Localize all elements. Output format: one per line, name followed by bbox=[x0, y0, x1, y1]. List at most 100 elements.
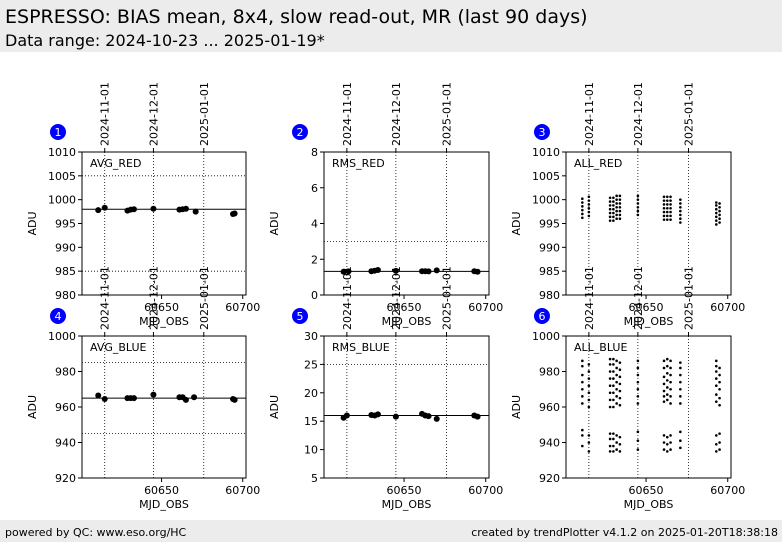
y-axis-label: ADU bbox=[268, 211, 281, 235]
data-point bbox=[618, 202, 622, 205]
data-point bbox=[615, 441, 618, 444]
data-point bbox=[608, 444, 612, 448]
data-point bbox=[718, 213, 721, 217]
data-point bbox=[182, 396, 189, 403]
data-point bbox=[587, 384, 591, 388]
data-point bbox=[679, 205, 682, 209]
chart-panel-2: 2024-11-01 2024-12-01 2025-01-01 0 2 4 6 8 60650… bbox=[268, 82, 503, 328]
data-point bbox=[714, 370, 718, 373]
data-point bbox=[714, 364, 718, 368]
data-point bbox=[608, 204, 612, 207]
data-point bbox=[612, 357, 615, 361]
panel-number-badge bbox=[534, 124, 550, 140]
date-tick-label: 2024-11-01 bbox=[99, 266, 112, 330]
data-point bbox=[618, 389, 622, 393]
data-point bbox=[581, 201, 584, 204]
y-tick-label: 940 bbox=[539, 437, 560, 450]
x-tick-label: 60700 bbox=[225, 301, 260, 314]
y-tick-label: 1000 bbox=[48, 194, 76, 207]
data-point bbox=[150, 391, 157, 398]
data-point bbox=[679, 217, 682, 221]
date-tick-label: 2024-12-01 bbox=[147, 266, 160, 330]
data-point bbox=[587, 391, 591, 395]
y-tick-label: 8 bbox=[311, 146, 318, 159]
data-point bbox=[662, 195, 666, 199]
data-point bbox=[718, 387, 721, 391]
data-point bbox=[669, 195, 672, 199]
date-tick-label: 2024-11-01 bbox=[341, 82, 354, 146]
data-point bbox=[662, 206, 666, 210]
y-tick-label: 20 bbox=[304, 387, 318, 400]
data-point bbox=[636, 366, 640, 370]
data-point bbox=[669, 441, 672, 444]
data-point bbox=[615, 373, 618, 377]
data-point bbox=[615, 217, 618, 221]
data-point bbox=[662, 389, 666, 393]
data-point bbox=[636, 373, 640, 377]
data-point bbox=[679, 446, 682, 450]
data-point bbox=[587, 450, 591, 453]
data-point bbox=[587, 206, 591, 210]
data-point bbox=[662, 366, 666, 370]
y-tick-label: 5 bbox=[311, 472, 318, 485]
header-bar: ESPRESSO: BIAS mean, 8x4, slow read-out,… bbox=[0, 0, 782, 52]
y-tick-label: 995 bbox=[539, 218, 560, 231]
data-point bbox=[665, 195, 669, 199]
data-point bbox=[581, 428, 584, 432]
data-point bbox=[608, 207, 612, 211]
data-point bbox=[665, 393, 669, 396]
data-point bbox=[474, 413, 481, 420]
data-point bbox=[618, 435, 622, 439]
y-tick-label: 1010 bbox=[532, 146, 560, 159]
x-tick-label: 60700 bbox=[468, 484, 503, 497]
date-tick-label: 2024-11-01 bbox=[583, 82, 596, 146]
data-point bbox=[392, 413, 399, 420]
data-point bbox=[636, 439, 640, 443]
data-point bbox=[636, 205, 640, 209]
data-point bbox=[714, 450, 718, 453]
y-tick-label: 1000 bbox=[48, 330, 76, 343]
data-point bbox=[662, 375, 666, 379]
data-point bbox=[581, 387, 584, 391]
data-point bbox=[615, 387, 618, 391]
data-point bbox=[636, 430, 640, 434]
panel-label: AVG_BLUE bbox=[90, 341, 147, 354]
data-point bbox=[608, 363, 612, 366]
page-title: ESPRESSO: BIAS mean, 8x4, slow read-out,… bbox=[5, 6, 588, 28]
data-point bbox=[714, 377, 718, 380]
data-point bbox=[615, 213, 618, 217]
data-point bbox=[581, 364, 584, 368]
data-point bbox=[636, 448, 640, 451]
data-point bbox=[615, 434, 618, 437]
data-point bbox=[615, 209, 618, 213]
data-point bbox=[615, 402, 618, 405]
data-point bbox=[679, 439, 682, 443]
data-point bbox=[581, 197, 584, 201]
panel-number-badge bbox=[50, 308, 66, 324]
panel-number: 4 bbox=[55, 310, 62, 323]
data-point bbox=[615, 448, 618, 451]
data-point bbox=[669, 206, 672, 210]
panel-number: 6 bbox=[539, 310, 546, 323]
x-tick-label: 60650 bbox=[629, 301, 664, 314]
data-point bbox=[581, 373, 584, 377]
chart-panel-4: 2024-11-01 2024-12-01 2025-01-01 920 940 960 9… bbox=[26, 266, 260, 511]
data-point bbox=[714, 201, 718, 204]
y-tick-label: 985 bbox=[539, 265, 560, 278]
data-point bbox=[669, 373, 672, 377]
x-tick-label: 60650 bbox=[144, 301, 179, 314]
x-tick-label: 60700 bbox=[710, 301, 745, 314]
y-tick-label: 1010 bbox=[48, 146, 76, 159]
y-tick-label: 980 bbox=[539, 289, 560, 302]
panel-number: 3 bbox=[539, 126, 546, 139]
data-point bbox=[669, 214, 672, 218]
panel-label: RMS_RED bbox=[332, 157, 385, 170]
data-point bbox=[714, 207, 718, 211]
data-point bbox=[714, 219, 718, 222]
data-point bbox=[669, 199, 672, 202]
y-tick-label: 980 bbox=[55, 289, 76, 302]
data-point bbox=[636, 380, 640, 384]
data-point bbox=[581, 359, 584, 363]
panel-number-badge bbox=[50, 124, 66, 140]
data-point bbox=[587, 195, 591, 199]
